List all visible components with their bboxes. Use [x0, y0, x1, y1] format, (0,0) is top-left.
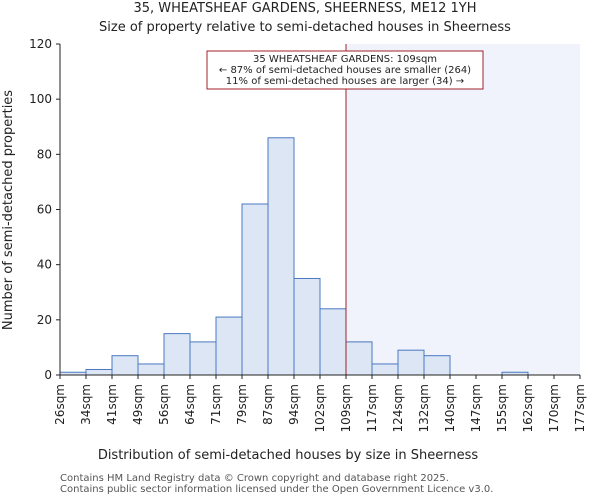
x-tick-label: 71sqm — [209, 384, 223, 425]
annotation-border — [206, 50, 484, 90]
x-tick-label: 147sqm — [469, 384, 483, 432]
y-tick-label: 100 — [29, 92, 52, 106]
y-tick-label: 0 — [44, 368, 52, 382]
x-tick-label: 132sqm — [417, 384, 431, 432]
bar-94sqm — [293, 277, 321, 376]
y-tick-label: 120 — [29, 37, 52, 51]
bar-49sqm — [137, 363, 165, 376]
x-axis-label: Distribution of semi-detached houses by … — [98, 448, 479, 463]
x-tick-label: 64sqm — [183, 384, 197, 425]
x-tick-label: 41sqm — [105, 384, 119, 425]
x-tick-label: 56sqm — [157, 384, 171, 425]
x-tick-label: 155sqm — [495, 384, 509, 432]
x-tick-label: 79sqm — [235, 384, 249, 425]
x-tick-label: 87sqm — [261, 384, 275, 425]
y-tick-label: 60 — [37, 203, 52, 217]
y-tick-label: 20 — [37, 313, 52, 327]
footer-copyright: Contains HM Land Registry data © Crown c… — [60, 473, 449, 484]
x-tick-label: 109sqm — [339, 384, 353, 432]
annotation-box: 35 WHEATSHEAF GARDENS: 109sqm ← 87% of s… — [206, 50, 484, 90]
x-tick-label: 26sqm — [53, 384, 67, 425]
bar-132sqm — [423, 355, 451, 376]
footer-licence: Contains public sector information licen… — [60, 484, 494, 495]
larger-region — [346, 44, 580, 375]
bar-124sqm — [397, 349, 425, 376]
x-tick-label: 162sqm — [521, 384, 535, 432]
x-tick-label: 117sqm — [365, 384, 379, 432]
bar-34sqm — [85, 368, 113, 376]
bar-117sqm — [371, 363, 399, 376]
x-tick-label: 34sqm — [79, 384, 93, 425]
y-tick-label: 40 — [37, 258, 52, 272]
annotation-title: 35 WHEATSHEAF GARDENS: 109sqm — [253, 54, 437, 65]
bar-56sqm — [163, 333, 191, 376]
plot-area: 35 WHEATSHEAF GARDENS: 109sqm ← 87% of s… — [29, 37, 587, 432]
x-ticks: 26sqm 34sqm 41sqm 49sqm 56sqm 64sqm 71sqm 79sqm… — [53, 375, 587, 432]
bar-102sqm — [319, 308, 347, 376]
bar-87sqm — [267, 137, 295, 376]
x-tick-label: 124sqm — [391, 384, 405, 432]
chart-title: 35, WHEATSHEAF GARDENS, SHEERNESS, ME12 … — [134, 1, 477, 16]
bar-79sqm — [241, 203, 269, 376]
chart-subtitle: Size of property relative to semi-detach… — [99, 20, 511, 35]
x-tick-label: 170sqm — [547, 384, 561, 432]
bar-109sqm — [345, 341, 373, 376]
y-ticks: 0 20 40 60 80 100 120 — [29, 37, 60, 382]
x-tick-label: 49sqm — [131, 384, 145, 425]
y-axis-label: Number of semi-detached properties — [1, 90, 16, 330]
x-tick-label: 177sqm — [573, 384, 587, 432]
x-tick-label: 102sqm — [313, 384, 327, 432]
y-tick-label: 80 — [37, 147, 52, 161]
x-tick-label: 140sqm — [443, 384, 457, 432]
annotation-larger: 11% of semi-detached houses are larger (… — [226, 76, 464, 87]
bars — [59, 137, 529, 376]
bar-71sqm — [215, 316, 243, 376]
x-tick-label: 94sqm — [287, 384, 301, 425]
bar-64sqm — [189, 341, 217, 376]
bar-41sqm — [111, 355, 139, 376]
annotation-smaller: ← 87% of semi-detached houses are smalle… — [219, 65, 471, 76]
